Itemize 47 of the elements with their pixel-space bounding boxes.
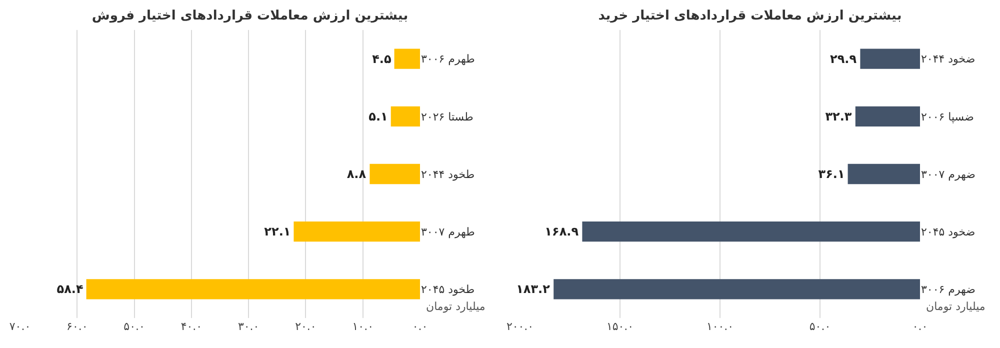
bar <box>855 106 920 126</box>
chart-title: بیشترین ارزش معاملات قراردادهای اختیار فروش <box>92 8 408 24</box>
bar <box>582 222 920 242</box>
x-tick-label: ۲۰.۰ <box>295 320 316 333</box>
y-tick-label: ضخود ۲۰۴۴ <box>921 52 976 66</box>
y-tick-label: طخود ۲۰۴۴ <box>421 168 475 181</box>
x-tick-label: ۴۰.۰ <box>180 320 202 333</box>
bar <box>394 48 420 69</box>
data-label: ۱۸۳.۲ <box>516 282 551 296</box>
bar <box>86 279 420 300</box>
data-label: ۱۶۸.۹ <box>544 224 580 239</box>
data-label: ۳۲.۳ <box>825 109 852 124</box>
data-label: ۵۸.۴ <box>56 282 84 296</box>
x-tick-label: ۳۰.۰ <box>238 320 260 333</box>
x-tick-label: ۰.۰ <box>912 320 928 333</box>
x-tick-label: ۱۰.۰ <box>352 320 374 333</box>
bar <box>848 164 920 184</box>
x-tick-label: ۱۵۰.۰ <box>606 320 634 333</box>
x-tick-label: ۵۰.۰ <box>124 320 145 333</box>
x-tick-label: ۶۰.۰ <box>66 320 88 333</box>
bar <box>294 222 420 242</box>
data-label: ۸.۸ <box>346 167 367 181</box>
data-label: ۴.۵ <box>372 52 392 66</box>
x-axis-title: میلیارد تومان <box>426 300 486 313</box>
y-tick-label: ضهرم ۳۰۰۷ <box>921 168 976 181</box>
x-tick-label: ۵۰.۰ <box>809 320 831 333</box>
x-axis-title: میلیارد تومان <box>926 300 986 313</box>
bar <box>860 48 920 69</box>
data-label: ۲۲.۱ <box>264 224 291 239</box>
x-tick-label: ۰.۰ <box>412 320 428 333</box>
x-tick-label: ۷۰.۰ <box>9 320 31 333</box>
x-tick-label: ۱۰۰.۰ <box>706 320 734 333</box>
y-tick-label: ضخود ۲۰۴۵ <box>921 225 976 238</box>
y-tick-label: طهرم ۳۰۰۷ <box>421 225 476 238</box>
chart-title: بیشترین ارزش معاملات قراردادهای اختیار خرید <box>598 8 902 24</box>
data-label: ۵.۱ <box>368 109 388 124</box>
data-label: ۲۹.۹ <box>830 52 858 66</box>
bar <box>554 279 920 300</box>
y-tick-label: ضسپا ۲۰۰۶ <box>921 110 974 124</box>
y-tick-label: ضهرم ۳۰۰۶ <box>921 283 976 296</box>
y-tick-label: طستا ۲۰۲۶ <box>421 110 474 124</box>
y-tick-label: طخود ۲۰۴۵ <box>421 283 475 296</box>
bar <box>390 106 420 126</box>
bar <box>370 164 420 184</box>
x-tick-label: ۲۰۰.۰ <box>506 320 534 333</box>
y-tick-label: طهرم ۳۰۰۶ <box>421 52 476 66</box>
data-label: ۳۶.۱ <box>818 167 845 181</box>
